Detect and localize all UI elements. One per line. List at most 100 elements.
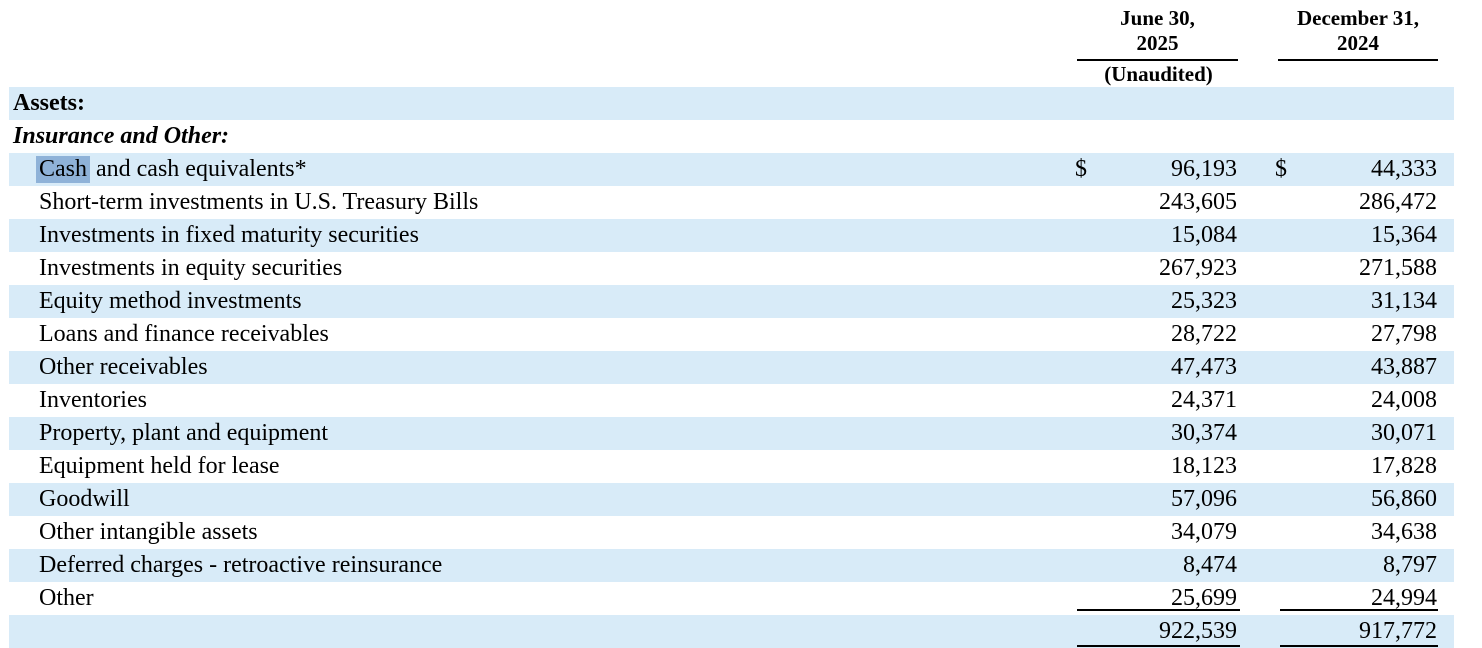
row-label: Short-term investments in U.S. Treasury … [9, 189, 1065, 216]
column-header-line1: December 31, [1296, 6, 1420, 30]
amount-value: 27,798 [1371, 321, 1437, 347]
table-body: Assets: Insurance and Other: Cash and ca… [9, 87, 1454, 648]
amount-cell-prior-period [1273, 120, 1438, 153]
amount-value: 34,079 [1171, 519, 1237, 545]
amount-value: 24,994 [1371, 585, 1437, 611]
table-row: Other intangible assets 34,079 34,638 [9, 516, 1454, 549]
row-label: Other intangible assets [9, 519, 1065, 546]
amount-value: 18,123 [1171, 453, 1237, 479]
amount-value: 17,828 [1371, 453, 1437, 479]
amount-cell-prior-period: 24,994 [1273, 582, 1438, 615]
amount-cell-prior-period: 286,472 [1273, 186, 1438, 219]
row-label: Equipment held for lease [9, 453, 1065, 480]
amount-cell-current-period: 8,474 [1065, 549, 1240, 582]
row-label: Inventories [9, 387, 1065, 414]
amount-cell-prior-period: 56,860 [1273, 483, 1438, 516]
row-label: Other receivables [9, 354, 1065, 381]
amount-value: 24,371 [1171, 387, 1237, 413]
row-label: Goodwill [9, 486, 1065, 513]
row-label: Investments in fixed maturity securities [9, 222, 1065, 249]
amount-cell-current-period: 25,323 [1065, 285, 1240, 318]
table-row: Other receivables 47,473 43,887 [9, 351, 1454, 384]
table-row: Goodwill 57,096 56,860 [9, 483, 1454, 516]
amount-cell-current-period: 24,371 [1065, 384, 1240, 417]
row-label-text: Other receivables [39, 354, 208, 380]
amount-value: 25,323 [1171, 288, 1237, 314]
amount-value: 57,096 [1171, 486, 1237, 512]
amount-cell-current-period: 243,605 [1065, 186, 1240, 219]
amount-cell-current-period: $ 96,193 [1065, 153, 1240, 186]
row-label-text: Short-term investments in U.S. Treasury … [39, 189, 479, 215]
table-row: Short-term investments in U.S. Treasury … [9, 186, 1454, 219]
table-row: Investments in fixed maturity securities… [9, 219, 1454, 252]
amount-value: 47,473 [1171, 354, 1237, 380]
amount-value: 15,364 [1371, 222, 1437, 248]
row-label: Insurance and Other: [9, 123, 1065, 150]
row-label-text: Equipment held for lease [39, 453, 280, 479]
amount-cell-current-period [1065, 120, 1240, 153]
amount-cell-prior-period: 15,364 [1273, 219, 1438, 252]
amount-cell-prior-period: 30,071 [1273, 417, 1438, 450]
row-label: Assets: [9, 90, 1065, 117]
amount-value: 96,193 [1171, 156, 1237, 182]
row-label: Investments in equity securities [9, 255, 1065, 282]
row-label-text: Inventories [39, 387, 147, 413]
row-label-text: Deferred charges - retroactive reinsuran… [39, 552, 443, 578]
row-label-text: Insurance and Other: [13, 123, 230, 149]
table-row: Insurance and Other: [9, 120, 1454, 153]
row-label: Loans and finance receivables [9, 321, 1065, 348]
amount-cell-prior-period: 31,134 [1273, 285, 1438, 318]
amount-cell-prior-period: 917,772 [1273, 615, 1438, 648]
table-row: Inventories 24,371 24,008 [9, 384, 1454, 417]
row-label: Property, plant and equipment [9, 420, 1065, 447]
amount-value: 243,605 [1159, 189, 1237, 215]
table-row: Loans and finance receivables 28,722 27,… [9, 318, 1454, 351]
amount-cell-current-period: 15,084 [1065, 219, 1240, 252]
amount-value: 31,134 [1371, 288, 1437, 314]
row-label-text: Other [39, 585, 94, 611]
amount-cell-prior-period: 27,798 [1273, 318, 1438, 351]
column-header-line2: 2025 [1136, 31, 1179, 55]
dollar-sign: $ [1275, 156, 1287, 182]
column-header-current-period: June 30, 2025 [1077, 6, 1238, 61]
amount-value: 34,638 [1371, 519, 1437, 545]
column-header-line2: 2024 [1337, 31, 1379, 55]
amount-value: 922,539 [1159, 618, 1237, 644]
row-label-text: Investments in fixed maturity securities [39, 222, 419, 248]
row-label-text: Equity method investments [39, 288, 302, 314]
amount-value: 8,474 [1183, 552, 1237, 578]
amount-cell-prior-period: $ 44,333 [1273, 153, 1438, 186]
table-row: Equipment held for lease 18,123 17,828 [9, 450, 1454, 483]
amount-cell-prior-period: 24,008 [1273, 384, 1438, 417]
amount-cell-current-period [1065, 87, 1240, 120]
amount-cell-current-period: 47,473 [1065, 351, 1240, 384]
amount-value: 8,797 [1383, 552, 1437, 578]
amount-value: 917,772 [1359, 618, 1437, 644]
amount-cell-current-period: 267,923 [1065, 252, 1240, 285]
amount-cell-current-period: 922,539 [1065, 615, 1240, 648]
amount-cell-current-period: 57,096 [1065, 483, 1240, 516]
row-label: Cash and cash equivalents* [9, 156, 1065, 183]
table-row: Assets: [9, 87, 1454, 120]
amount-value: 43,887 [1371, 354, 1437, 380]
column-headers-row: June 30, 2025 December 31, 2024 [0, 0, 1454, 61]
amount-value: 25,699 [1171, 585, 1237, 611]
row-label-text: Property, plant and equipment [39, 420, 329, 446]
column-header-line1: June 30, [1120, 6, 1195, 30]
row-label: Deferred charges - retroactive reinsuran… [9, 552, 1065, 579]
unaudited-note: (Unaudited) [1104, 61, 1213, 86]
table-row: Property, plant and equipment 30,374 30,… [9, 417, 1454, 450]
amount-value: 30,071 [1371, 420, 1437, 446]
amount-value: 286,472 [1359, 189, 1437, 215]
amount-cell-prior-period: 43,887 [1273, 351, 1438, 384]
row-label-text: Investments in equity securities [39, 255, 343, 281]
table-row: Other 25,699 24,994 [9, 582, 1454, 615]
row-label-text: Assets: [13, 90, 85, 116]
table-row: Deferred charges - retroactive reinsuran… [9, 549, 1454, 582]
amount-value: 44,333 [1371, 156, 1437, 182]
amount-cell-prior-period: 271,588 [1273, 252, 1438, 285]
table-row: Equity method investments 25,323 31,134 [9, 285, 1454, 318]
amount-cell-prior-period: 17,828 [1273, 450, 1438, 483]
table-row: 922,539 917,772 [9, 615, 1454, 648]
